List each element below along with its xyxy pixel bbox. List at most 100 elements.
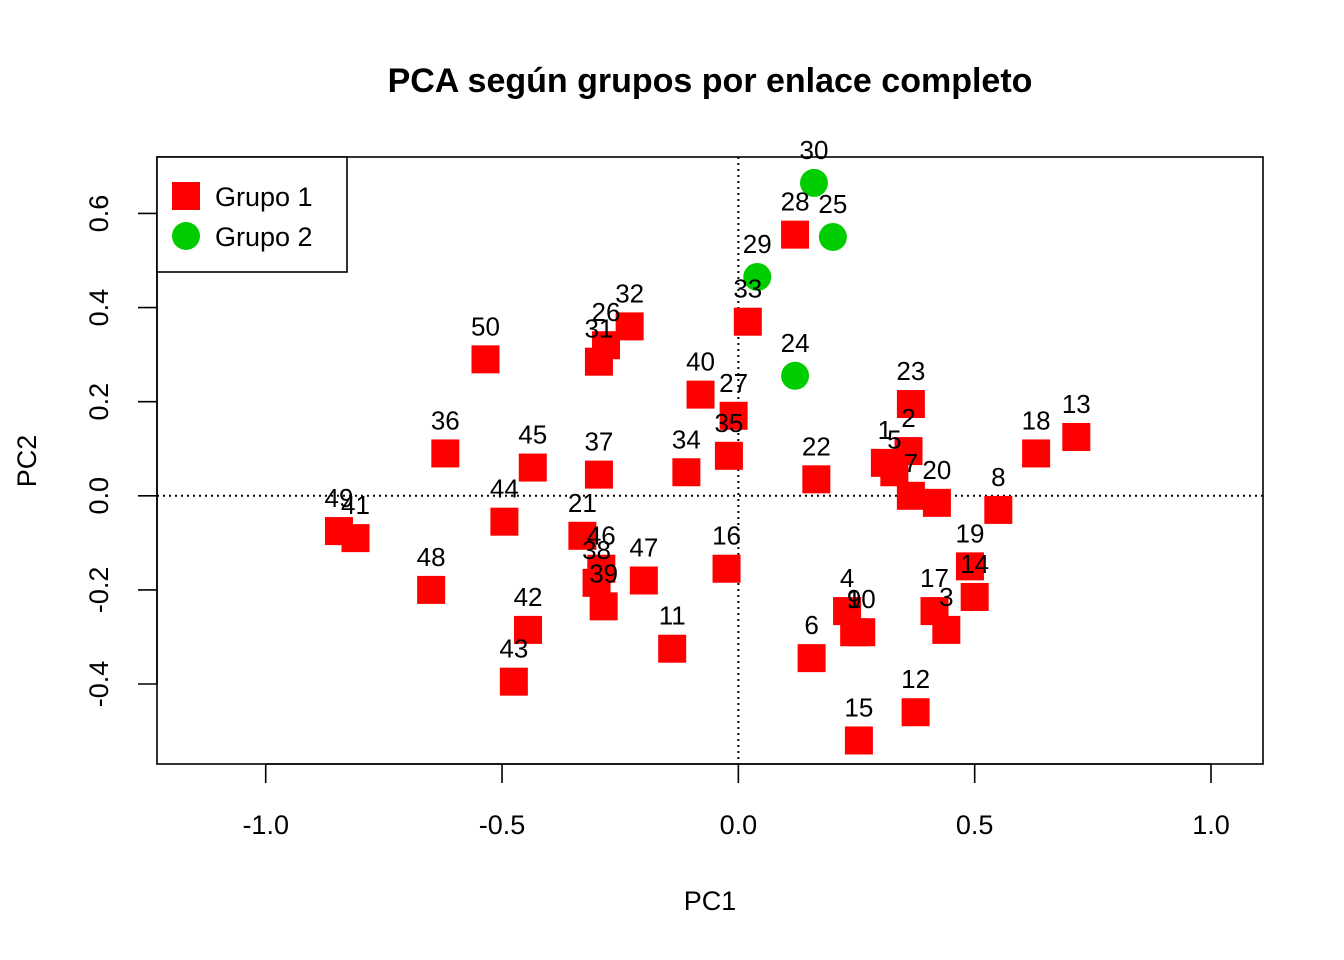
point-label: 16 <box>712 521 741 551</box>
point-label: 29 <box>743 229 772 259</box>
data-point-square <box>712 554 741 583</box>
data-point-square <box>568 521 597 550</box>
point-label: 33 <box>733 274 762 304</box>
data-point-square <box>955 552 984 581</box>
data-point-square <box>922 488 951 517</box>
point-label: 39 <box>589 558 618 588</box>
point-label: 24 <box>781 328 810 358</box>
point-label: 20 <box>922 455 951 485</box>
point-label: 37 <box>584 427 613 457</box>
point-label: 50 <box>471 311 500 341</box>
data-point-square <box>686 380 715 409</box>
point-label: 11 <box>659 601 686 631</box>
point-label: 36 <box>431 405 460 435</box>
point-label: 34 <box>672 424 701 454</box>
data-point-square <box>518 453 547 482</box>
point-label: 43 <box>499 634 528 664</box>
legend-label: Grupo 2 <box>215 222 313 252</box>
data-point-square <box>589 592 618 621</box>
point-label: 5 <box>887 424 901 454</box>
point-label: 27 <box>719 368 748 398</box>
y-axis-title: PC2 <box>12 435 42 488</box>
data-point-square <box>844 726 873 755</box>
data-point-square <box>615 312 644 341</box>
point-label: 17 <box>920 563 949 593</box>
point-label: 2 <box>901 403 915 433</box>
data-point-square <box>797 644 826 673</box>
data-point-square <box>672 458 701 487</box>
point-label: 22 <box>802 431 831 461</box>
x-tick-label: 1.0 <box>1192 810 1230 840</box>
point-label: 21 <box>568 488 597 518</box>
data-point-square <box>719 401 748 430</box>
point-label: 4 <box>840 563 854 593</box>
legend-label: Grupo 1 <box>215 182 313 212</box>
x-tick-label: -1.0 <box>242 810 289 840</box>
legend-box <box>156 156 348 273</box>
data-points <box>324 168 1091 755</box>
point-label: 25 <box>818 189 847 219</box>
point-label: 18 <box>1022 405 1051 435</box>
point-label: 6 <box>804 610 818 640</box>
point-label: 3 <box>939 582 953 612</box>
data-point-circle <box>781 361 810 390</box>
data-point-square <box>490 507 519 536</box>
point-label: 47 <box>629 532 658 562</box>
data-point-square <box>471 345 500 374</box>
x-tick-label: 0.0 <box>720 810 758 840</box>
point-label: 40 <box>686 347 715 377</box>
x-axis: -1.0 -0.5 0.0 0.5 1.0 <box>242 763 1230 840</box>
data-point-circle <box>743 262 772 291</box>
data-point-square <box>514 615 543 644</box>
point-label: 42 <box>514 582 543 612</box>
y-tick-label: -0.2 <box>84 567 114 614</box>
data-point-square <box>417 575 446 604</box>
data-point-square <box>880 458 909 487</box>
point-label: 35 <box>714 408 743 438</box>
y-axis: -0.4 -0.2 0.0 0.2 0.4 0.6 <box>84 195 158 708</box>
data-point-square <box>658 634 687 663</box>
point-label: 9 <box>847 584 861 614</box>
reference-lines <box>157 157 1263 764</box>
data-point-square <box>431 439 460 468</box>
y-tick-label: 0.6 <box>84 195 114 233</box>
y-tick-label: 0.2 <box>84 383 114 421</box>
point-label: 13 <box>1062 389 1091 419</box>
x-tick-label: -0.5 <box>479 810 526 840</box>
x-axis-title: PC1 <box>684 886 737 916</box>
point-label: 10 <box>847 584 876 614</box>
data-point-square <box>901 698 930 727</box>
point-label: 12 <box>901 664 930 694</box>
x-tick-label: 0.5 <box>956 810 994 840</box>
point-label: 1 <box>878 415 892 445</box>
legend: Grupo 1 Grupo 2 <box>156 156 348 273</box>
data-point-square <box>896 481 925 510</box>
data-point-circle <box>818 222 847 251</box>
point-label: 48 <box>417 542 446 572</box>
data-point-square <box>587 554 616 583</box>
point-label: 26 <box>592 297 621 327</box>
point-label: 23 <box>896 356 925 386</box>
data-point-square <box>896 390 925 419</box>
data-point-square <box>584 347 613 376</box>
data-point-square <box>1062 422 1091 451</box>
chart-title: PCA según grupos por enlace completo <box>388 62 1033 100</box>
y-tick-label: -0.4 <box>84 661 114 708</box>
data-point-square <box>802 465 831 494</box>
point-label: 8 <box>991 462 1005 492</box>
data-point-square <box>499 667 528 696</box>
point-label: 15 <box>844 692 873 722</box>
point-label: 31 <box>584 314 613 344</box>
point-label: 46 <box>587 521 616 551</box>
point-label: 38 <box>582 535 611 565</box>
point-label: 30 <box>800 135 829 165</box>
data-point-square <box>584 460 613 489</box>
data-point-square <box>629 566 658 595</box>
point-label: 19 <box>955 518 984 548</box>
point-label: 32 <box>615 278 644 308</box>
data-point-square <box>733 307 762 336</box>
data-point-square <box>714 441 743 470</box>
point-label: 7 <box>904 448 918 478</box>
y-tick-label: 0.0 <box>84 477 114 515</box>
